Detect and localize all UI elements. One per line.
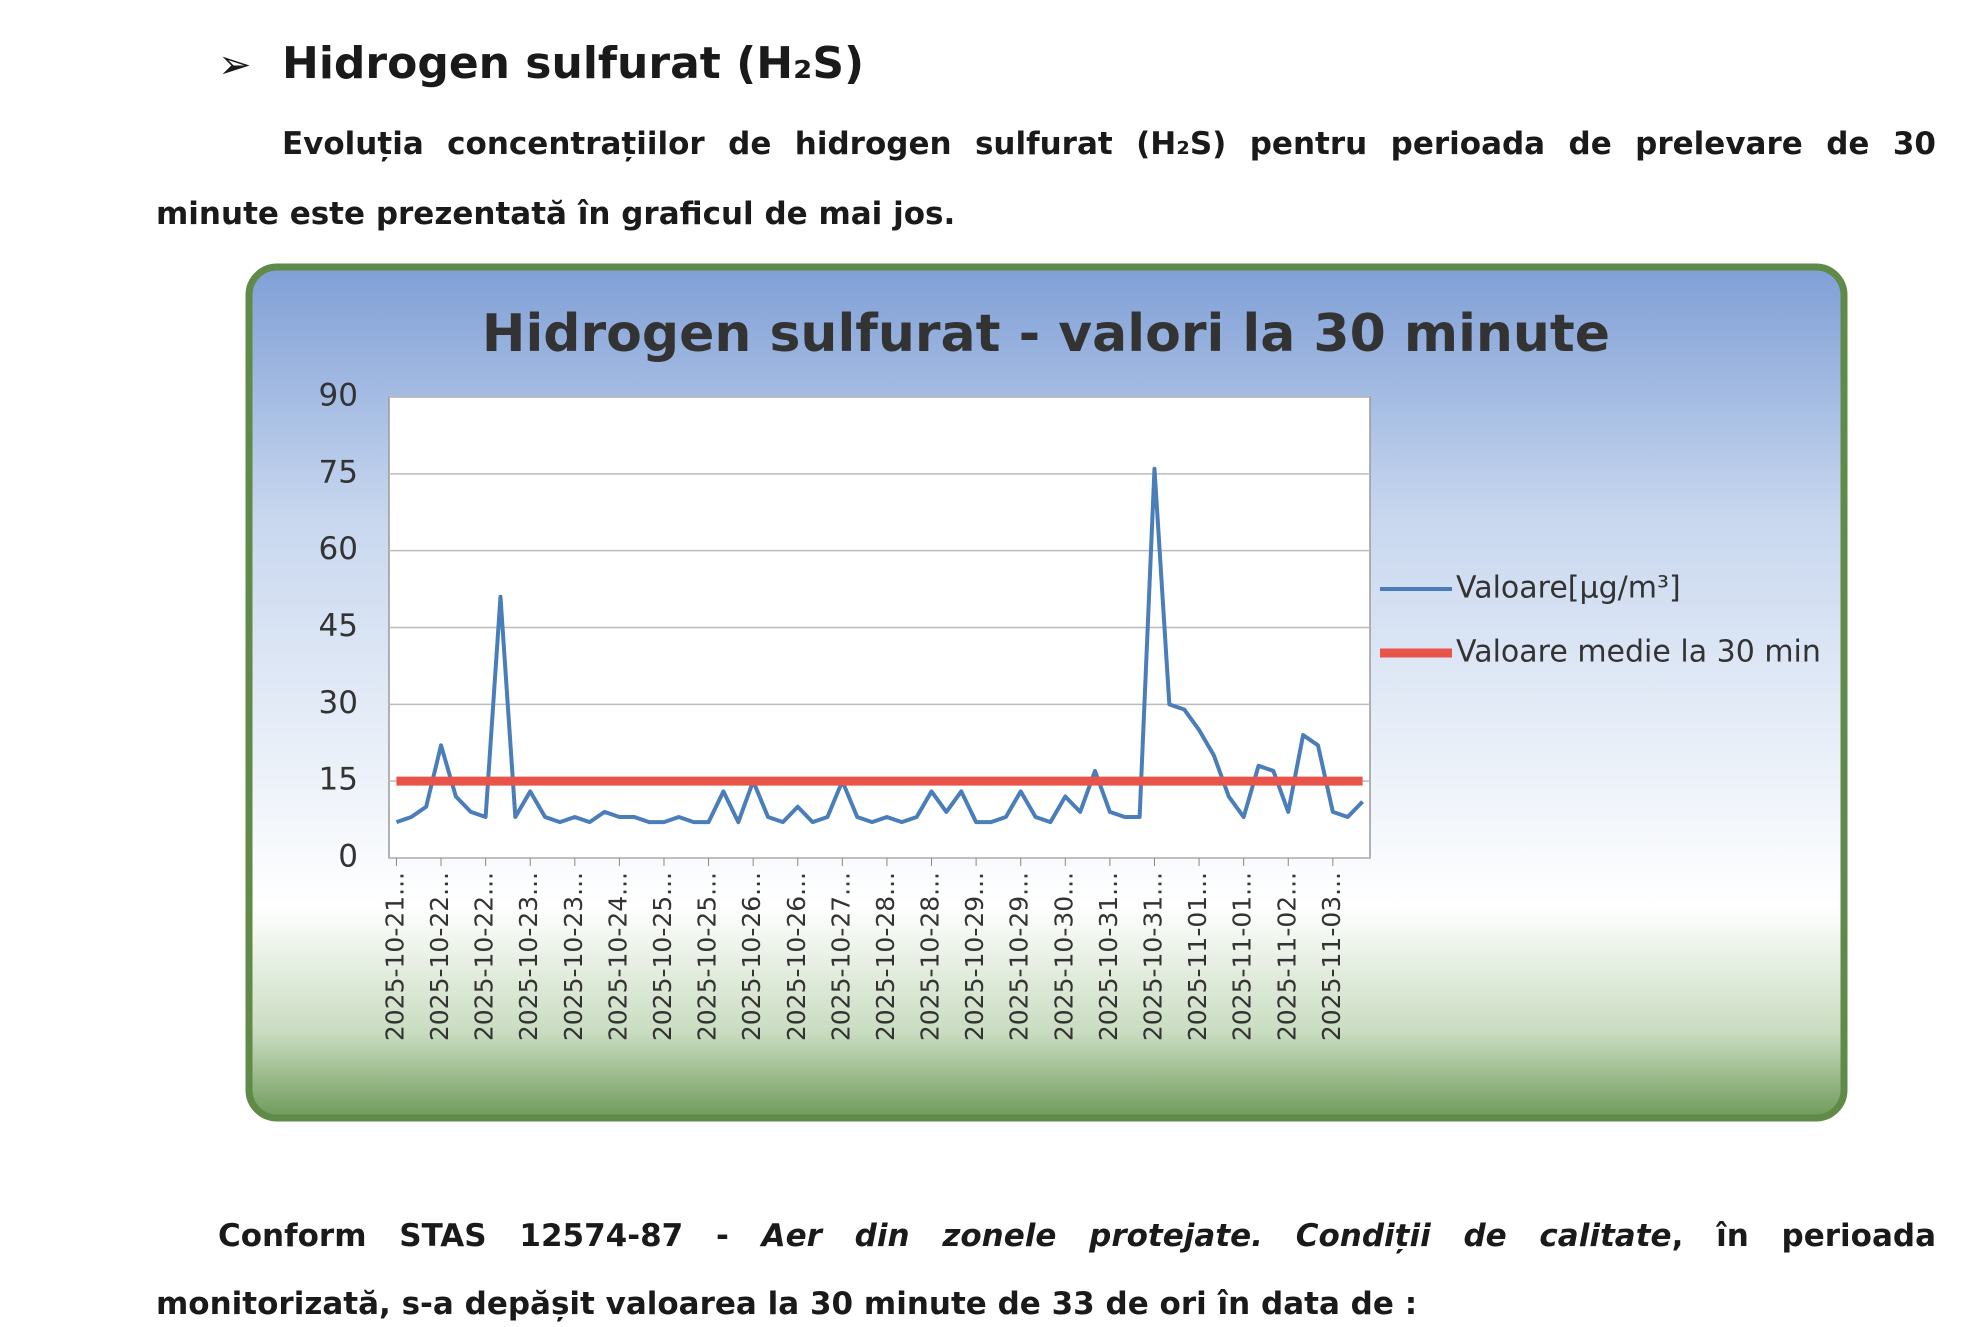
y-tick-label: 45 bbox=[319, 608, 358, 644]
x-tick-label: 2025-10-26... bbox=[737, 872, 766, 1041]
x-tick-label: 2025-11-01... bbox=[1183, 872, 1212, 1041]
x-tick-label: 2025-10-21... bbox=[380, 872, 409, 1041]
x-tick-label: 2025-10-22... bbox=[425, 872, 454, 1041]
x-tick-label: 2025-10-28... bbox=[871, 872, 900, 1041]
italic-text: Aer din zonele protejate. Condiții de ca… bbox=[761, 1218, 1672, 1254]
x-tick-label: 2025-10-25... bbox=[693, 872, 722, 1041]
x-tick-label: 2025-10-26... bbox=[782, 872, 811, 1041]
x-tick-label: 2025-10-28... bbox=[916, 872, 945, 1041]
y-tick-label: 90 bbox=[319, 378, 358, 414]
text: , în perioada bbox=[1671, 1218, 1936, 1254]
chart-title: Hidrogen sulfurat - valori la 30 minute bbox=[482, 304, 1610, 364]
series-line bbox=[395, 466, 1365, 825]
x-tick-label: 2025-10-31... bbox=[1138, 872, 1167, 1041]
y-tick-label: 0 bbox=[338, 839, 358, 875]
x-tick-label: 2025-10-22... bbox=[470, 872, 499, 1041]
x-tick-label: 2025-11-02... bbox=[1272, 872, 1301, 1041]
heading: Hidrogen sulfurat (H₂S) bbox=[282, 38, 865, 89]
x-tick-label: 2025-10-29... bbox=[960, 872, 989, 1041]
x-tick-label: 2025-10-31... bbox=[1094, 872, 1123, 1041]
chart: Hidrogen sulfurat - valori la 30 minute … bbox=[245, 263, 1848, 1122]
paragraph-line: minute este prezentată în graficul de ma… bbox=[156, 196, 956, 232]
x-tick-label: 2025-10-23... bbox=[514, 872, 543, 1041]
x-tick-label: 2025-11-01... bbox=[1228, 872, 1257, 1041]
x-tick-label: 2025-10-23... bbox=[559, 872, 588, 1041]
bullet: ➢ bbox=[218, 42, 252, 88]
legend-label: Valoare medie la 30 min bbox=[1456, 635, 1821, 670]
legend-label: Valoare[µg/m³] bbox=[1456, 571, 1681, 606]
x-tick-label: 2025-10-25... bbox=[648, 872, 677, 1041]
paragraph-line: monitorizată, s-a depășit valoarea la 30… bbox=[156, 1286, 1418, 1322]
x-tick-label: 2025-11-03... bbox=[1317, 872, 1346, 1041]
paragraph-line: Evoluția concentrațiilor de hidrogen sul… bbox=[282, 126, 1936, 162]
x-tick-label: 2025-10-29... bbox=[1005, 872, 1034, 1041]
x-tick-label: 2025-10-27... bbox=[826, 872, 855, 1041]
y-tick-label: 15 bbox=[319, 762, 358, 798]
y-tick-label: 60 bbox=[319, 531, 358, 567]
y-tick-label: 75 bbox=[319, 454, 358, 490]
text: Conform STAS 12574-87 - bbox=[218, 1218, 762, 1254]
x-tick-label: 2025-10-30... bbox=[1049, 872, 1078, 1041]
y-tick-label: 30 bbox=[319, 685, 358, 721]
paragraph-line: Conform STAS 12574-87 - Aer din zonele p… bbox=[218, 1218, 1936, 1254]
x-tick-label: 2025-10-24... bbox=[603, 872, 632, 1041]
